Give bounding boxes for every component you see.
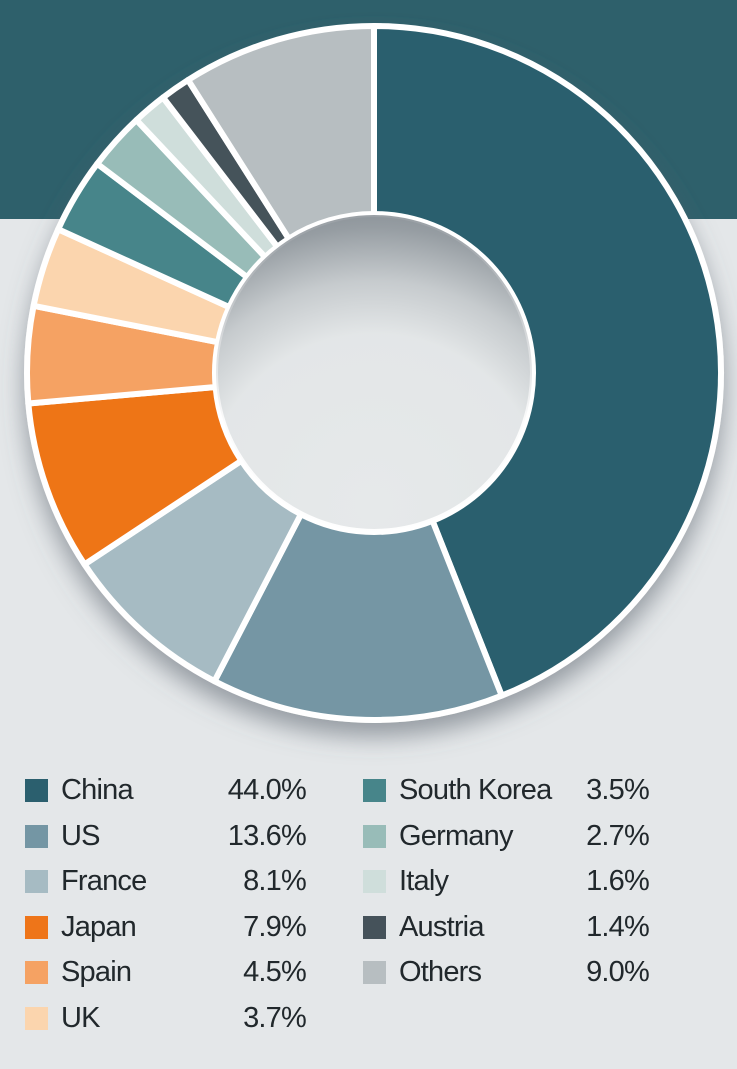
legend: China 44.0% US 13.6% France 8.1% Japan 7.9% Spai…	[0, 768, 737, 1058]
legend-item-us: US 13.6%	[25, 814, 307, 860]
legend-value: 8.1%	[243, 865, 307, 898]
legend-item-italy: Italy 1.6%	[363, 859, 650, 905]
legend-label: Japan	[61, 910, 137, 943]
legend-swatch-italy	[363, 870, 386, 894]
legend-column-left: China 44.0% US 13.6% France 8.1% Japan 7.9% Spai…	[25, 768, 307, 1042]
legend-label: UK	[61, 1001, 100, 1034]
legend-swatch-us	[25, 824, 48, 848]
legend-swatch-germany	[363, 824, 386, 848]
legend-swatch-china	[25, 779, 48, 803]
legend-swatch-austria	[363, 915, 386, 939]
legend-swatch-spain	[25, 961, 48, 985]
legend-label: China	[61, 774, 134, 807]
legend-value: 7.9%	[243, 910, 307, 943]
legend-item-france: France 8.1%	[25, 859, 307, 905]
legend-value: 3.7%	[243, 1001, 307, 1034]
legend-value: 13.6%	[227, 819, 307, 852]
legend-swatch-japan	[25, 915, 48, 939]
legend-label: South Korea	[399, 774, 552, 807]
legend-label: France	[61, 865, 147, 898]
legend-swatch-uk	[25, 1006, 48, 1030]
legend-item-japan: Japan 7.9%	[25, 905, 307, 951]
legend-item-south-korea: South Korea 3.5%	[363, 768, 650, 814]
legend-value: 1.6%	[586, 865, 650, 898]
legend-value: 3.5%	[586, 774, 650, 807]
legend-label: US	[61, 819, 100, 852]
legend-item-germany: Germany 2.7%	[363, 814, 650, 860]
legend-label: Italy	[399, 865, 449, 898]
legend-value: 9.0%	[586, 956, 650, 989]
legend-swatch-others	[363, 961, 386, 985]
legend-column-right: South Korea 3.5% Germany 2.7% Italy 1.6% Austr…	[363, 768, 650, 996]
slice-others	[185, 23, 377, 242]
legend-item-china: China 44.0%	[25, 768, 307, 814]
legend-swatch-france	[25, 870, 48, 894]
donut-hole-shadow	[216, 215, 532, 531]
legend-value: 1.4%	[586, 910, 650, 943]
legend-value: 2.7%	[586, 819, 650, 852]
legend-label: Others	[399, 956, 482, 989]
legend-item-others: Others 9.0%	[363, 950, 650, 996]
slice-us	[211, 511, 505, 723]
legend-value: 44.0%	[227, 774, 307, 807]
legend-item-spain: Spain 4.5%	[25, 950, 307, 996]
donut-chart	[24, 23, 724, 723]
legend-item-uk: UK 3.7%	[25, 996, 307, 1042]
legend-value: 4.5%	[243, 956, 307, 989]
legend-label: Germany	[399, 819, 513, 852]
slice-china	[371, 23, 724, 699]
legend-item-austria: Austria 1.4%	[363, 905, 650, 951]
legend-label: Spain	[61, 956, 132, 989]
legend-label: Austria	[399, 910, 484, 943]
legend-swatch-south-korea	[363, 779, 386, 803]
